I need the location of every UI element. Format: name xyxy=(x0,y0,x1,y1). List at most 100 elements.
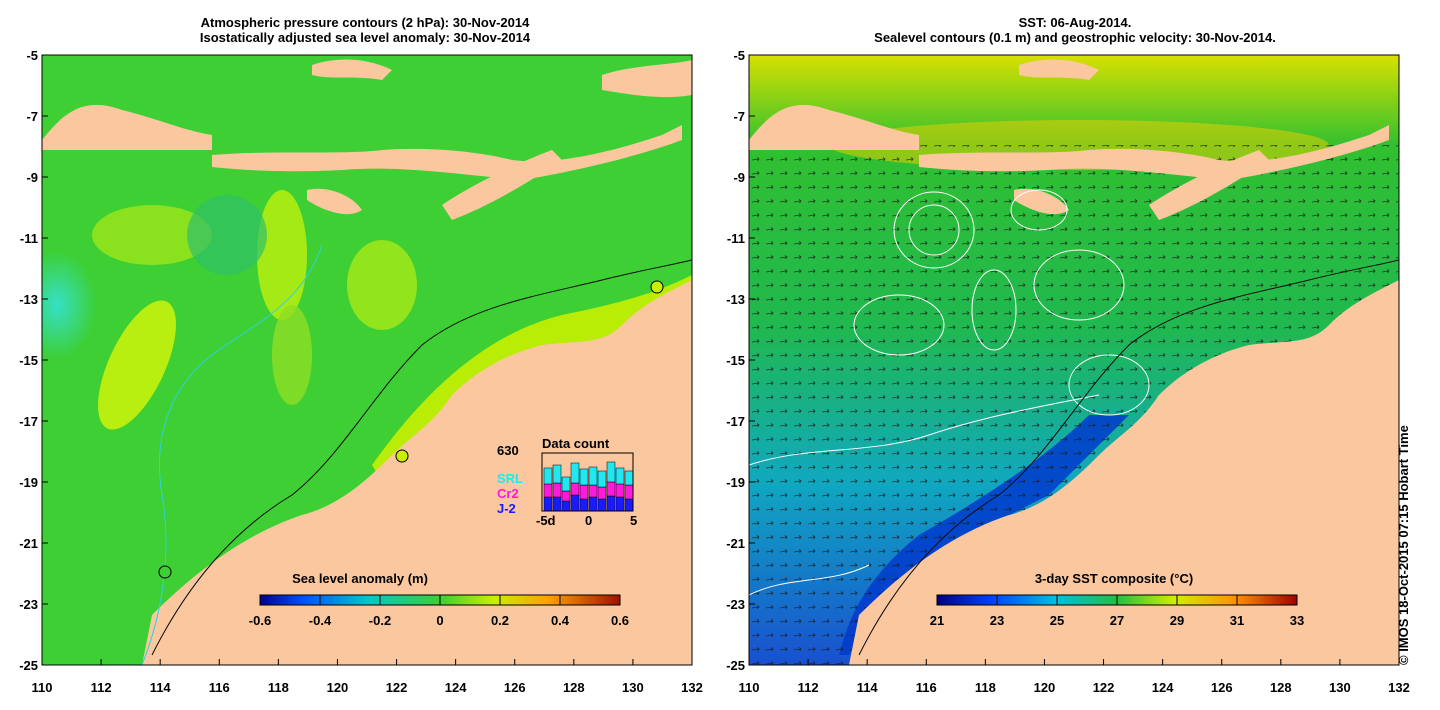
longitude-label-right: 112 xyxy=(798,680,819,695)
colorbar-tick: 27 xyxy=(1110,613,1124,628)
colorbar-tick: 25 xyxy=(1050,613,1064,628)
latitude-label-right: -11 xyxy=(727,231,745,246)
data-count-bar xyxy=(579,498,589,512)
longitude-label-right: 126 xyxy=(1211,680,1233,695)
data-count-bar xyxy=(543,496,553,512)
latitude-label-left: -17 xyxy=(19,414,38,429)
sla-low xyxy=(187,195,267,275)
colorbar-tick: -0.2 xyxy=(369,613,391,628)
data-count-bar xyxy=(570,482,580,496)
longitude-label-left: 130 xyxy=(622,680,644,695)
latitude-label-left: -7 xyxy=(26,109,38,124)
data-count-bar xyxy=(543,467,553,485)
data-count-bar xyxy=(624,484,634,500)
tide-gauge-marker[interactable] xyxy=(395,449,409,463)
colorbar-tick: 23 xyxy=(990,613,1004,628)
left-title-line2: Isostatically adjusted sea level anomaly… xyxy=(199,30,531,45)
right-title-line2: Sealevel contours (0.1 m) and geostrophi… xyxy=(874,30,1276,45)
latitude-label-right: -17 xyxy=(726,414,745,429)
latitude-label-right: -13 xyxy=(726,292,745,307)
right-title-line1: SST: 06-Aug-2014. xyxy=(1018,15,1132,30)
data-count-bar xyxy=(543,483,553,498)
data-count-bar xyxy=(597,486,607,500)
longitude-label-left: 116 xyxy=(209,680,230,695)
data-count-bar xyxy=(624,498,634,512)
data-count-bar xyxy=(570,462,580,484)
legend-cr2: Cr2 xyxy=(497,486,519,501)
data-count-bar xyxy=(588,466,598,486)
longitude-label-right: 114 xyxy=(857,680,879,695)
data-count-bar xyxy=(588,496,598,512)
count-xtick: 5 xyxy=(630,513,637,528)
data-count-bar xyxy=(597,470,607,488)
longitude-label-left: 118 xyxy=(268,680,289,695)
latitude-label-right: -15 xyxy=(726,353,745,368)
latitude-label-left: -5 xyxy=(26,48,38,63)
data-count-title: Data count xyxy=(542,436,610,451)
data-count-bar xyxy=(588,484,598,498)
latitude-label-right: -25 xyxy=(726,658,745,673)
right-map-title: SST: 06-Aug-2014. Sealevel contours (0.1… xyxy=(840,15,1310,45)
data-count-bar xyxy=(561,490,571,502)
left-map-title: Atmospheric pressure contours (2 hPa): 3… xyxy=(190,15,540,45)
longitude-label-right: 124 xyxy=(1152,680,1174,695)
sla-band xyxy=(272,305,312,405)
colorbar-tick: 0.2 xyxy=(491,613,509,628)
latitude-label-left: -19 xyxy=(19,475,38,490)
data-count-bar xyxy=(606,495,616,512)
sla-colorbar-title: Sea level anomaly (m) xyxy=(292,571,428,586)
colorbar-tick: 31 xyxy=(1230,613,1244,628)
sea-level-anomaly-map[interactable]: Data count 630 SRL Cr2 J-2 -5d 0 5 Sea l… xyxy=(42,55,692,665)
data-count-bar xyxy=(615,483,625,498)
longitude-label-right: 120 xyxy=(1034,680,1056,695)
latitude-label-left: -23 xyxy=(19,597,38,612)
count-xtick: 0 xyxy=(585,513,592,528)
latitude-label-left: -21 xyxy=(19,536,38,551)
longitude-label-right: 132 xyxy=(1388,680,1410,695)
longitude-label-left: 126 xyxy=(504,680,526,695)
longitude-label-left: 122 xyxy=(386,680,408,695)
colorbar-tick: 0.6 xyxy=(611,613,629,628)
sla-band xyxy=(347,240,417,330)
colorbar-tick: 29 xyxy=(1170,613,1184,628)
longitude-label-left: 120 xyxy=(327,680,349,695)
latitude-label-right: -19 xyxy=(726,475,745,490)
longitude-label-right: 128 xyxy=(1270,680,1292,695)
imos-watermark: © IMOS 18-Oct-2015 07:15 Hobart Time xyxy=(1396,425,1411,665)
longitude-label-left: 110 xyxy=(32,680,53,695)
data-count-bar xyxy=(579,484,589,500)
data-count-bar xyxy=(606,461,616,483)
count-xtick: -5d xyxy=(536,513,556,528)
data-count-bar xyxy=(552,496,562,512)
data-count-bar xyxy=(615,467,625,485)
longitude-label-left: 112 xyxy=(91,680,112,695)
colorbar-tick: 0.4 xyxy=(551,613,570,628)
latitude-label-right: -5 xyxy=(733,48,745,63)
data-count-bar xyxy=(552,464,562,484)
colorbar-tick: 0 xyxy=(436,613,443,628)
sst-colorbar-title: 3-day SST composite (°C) xyxy=(1035,571,1193,586)
longitude-label-right: 118 xyxy=(975,680,996,695)
latitude-label-right: -7 xyxy=(733,109,745,124)
sla-band xyxy=(257,190,307,320)
colorbar-tick: -0.6 xyxy=(249,613,271,628)
colorbar-tick: 21 xyxy=(930,613,944,628)
tide-gauge-marker[interactable] xyxy=(650,280,664,294)
longitude-label-left: 132 xyxy=(681,680,703,695)
latitude-label-left: -13 xyxy=(19,292,38,307)
latitude-label-left: -9 xyxy=(26,170,38,185)
legend-srl: SRL xyxy=(497,471,523,486)
data-count-bar xyxy=(624,470,634,486)
tide-gauge-marker[interactable] xyxy=(158,565,172,579)
colorbar-tick: 33 xyxy=(1290,613,1304,628)
latitude-label-left: -11 xyxy=(20,231,38,246)
data-count-max: 630 xyxy=(497,443,519,458)
latitude-label-left: -25 xyxy=(19,658,38,673)
data-count-bar xyxy=(552,482,562,498)
colorbar-tick: -0.4 xyxy=(309,613,332,628)
legend-j2: J-2 xyxy=(497,501,516,516)
left-title-line1: Atmospheric pressure contours (2 hPa): 3… xyxy=(200,15,530,30)
sst-map[interactable]: 3-day SST composite (°C) 21 23 25 27 29 31 33 xyxy=(749,55,1399,665)
longitude-label-right: 130 xyxy=(1329,680,1351,695)
data-count-bar xyxy=(579,468,589,486)
